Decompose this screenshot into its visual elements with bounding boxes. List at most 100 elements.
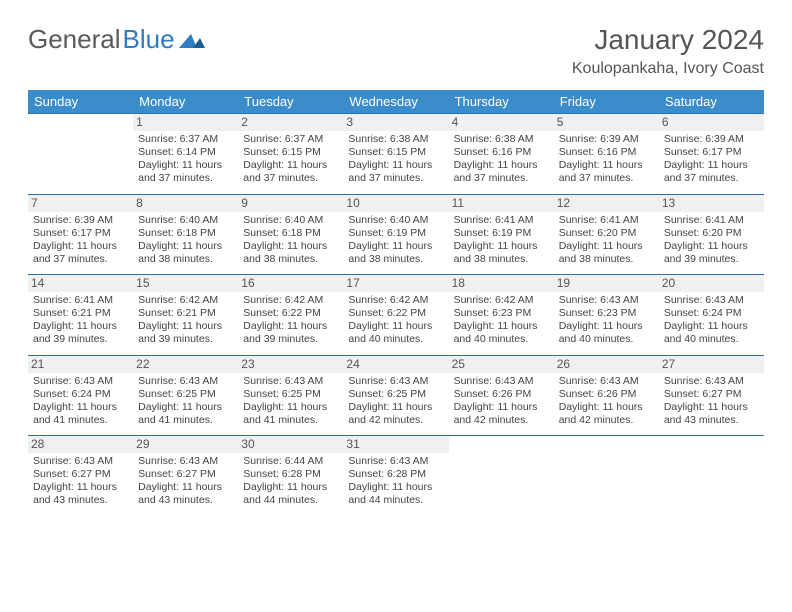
day-info: Sunrise: 6:43 AMSunset: 6:27 PMDaylight:…: [32, 455, 129, 508]
calendar-cell: 27Sunrise: 6:43 AMSunset: 6:27 PMDayligh…: [659, 355, 764, 436]
calendar-cell: [554, 436, 659, 516]
daylight-line: Daylight: 11 hours and 42 minutes.: [559, 401, 654, 427]
calendar-cell: 26Sunrise: 6:43 AMSunset: 6:26 PMDayligh…: [554, 355, 659, 436]
sunrise-line: Sunrise: 6:37 AM: [138, 133, 233, 146]
day-number: 13: [659, 195, 764, 212]
daylight-line: Daylight: 11 hours and 40 minutes.: [559, 320, 654, 346]
sunset-line: Sunset: 6:26 PM: [454, 388, 549, 401]
sunrise-line: Sunrise: 6:41 AM: [559, 214, 654, 227]
daylight-line: Daylight: 11 hours and 39 minutes.: [138, 320, 233, 346]
sunrise-line: Sunrise: 6:41 AM: [454, 214, 549, 227]
calendar-cell: 20 Sunrise: 6:43 AMSunset: 6:24 PMDayligh…: [659, 275, 764, 356]
sunset-line: Sunset: 6:24 PM: [664, 307, 759, 320]
calendar-cell: 25Sunrise: 6:43 AMSunset: 6:26 PMDayligh…: [449, 355, 554, 436]
calendar-cell: 16Sunrise: 6:42 AMSunset: 6:22 PMDayligh…: [238, 275, 343, 356]
day-number: 3: [343, 114, 448, 131]
day-number: 22: [133, 356, 238, 373]
sunset-line: Sunset: 6:23 PM: [559, 307, 654, 320]
day-info: Sunrise: 6:44 AMSunset: 6:28 PMDaylight:…: [242, 455, 339, 508]
daylight-line: Daylight: 11 hours and 38 minutes.: [454, 240, 549, 266]
day-info: Sunrise: 6:39 AMSunset: 6:17 PMDaylight:…: [663, 133, 760, 186]
sunset-line: Sunset: 6:21 PM: [138, 307, 233, 320]
daylight-line: Daylight: 11 hours and 38 minutes.: [559, 240, 654, 266]
location: Koulopankaha, Ivory Coast: [572, 60, 764, 78]
day-number: 14: [28, 275, 133, 292]
calendar-cell: 12 Sunrise: 6:41 AMSunset: 6:20 PMDayligh…: [554, 194, 659, 275]
day-info: Sunrise: 6:42 AMSunset: 6:22 PMDaylight:…: [242, 294, 339, 347]
sunset-line: Sunset: 6:21 PM: [33, 307, 128, 320]
calendar-cell: 7Sunrise: 6:39 AMSunset: 6:17 PMDaylight…: [28, 194, 133, 275]
day-info: Sunrise: 6:40 AMSunset: 6:19 PMDaylight:…: [347, 214, 444, 267]
day-number: 20: [659, 275, 764, 292]
day-number: 18: [449, 275, 554, 292]
calendar-cell: 15Sunrise: 6:42 AMSunset: 6:21 PMDayligh…: [133, 275, 238, 356]
sunrise-line: Sunrise: 6:43 AM: [664, 375, 759, 388]
sunrise-line: Sunrise: 6:43 AM: [138, 375, 233, 388]
sunrise-line: Sunrise: 6:40 AM: [243, 214, 338, 227]
day-info: Sunrise: 6:41 AMSunset: 6:21 PMDaylight:…: [32, 294, 129, 347]
sunset-line: Sunset: 6:20 PM: [664, 227, 759, 240]
sunset-line: Sunset: 6:27 PM: [138, 468, 233, 481]
daylight-line: Daylight: 11 hours and 37 minutes.: [559, 159, 654, 185]
sunset-line: Sunset: 6:28 PM: [348, 468, 443, 481]
day-info: Sunrise: 6:43 AMSunset: 6:25 PMDaylight:…: [347, 375, 444, 428]
day-number: 11: [449, 195, 554, 212]
calendar-cell: 5 Sunrise: 6:39 AMSunset: 6:16 PMDaylight…: [554, 114, 659, 195]
calendar-cell: 14 Sunrise: 6:41 AMSunset: 6:21 PMDayligh…: [28, 275, 133, 356]
calendar-cell: 18Sunrise: 6:42 AMSunset: 6:23 PMDayligh…: [449, 275, 554, 356]
sunrise-line: Sunrise: 6:40 AM: [348, 214, 443, 227]
calendar-cell: 2Sunrise: 6:37 AMSunset: 6:15 PMDaylight…: [238, 114, 343, 195]
sunrise-line: Sunrise: 6:41 AM: [33, 294, 128, 307]
daylight-line: Daylight: 11 hours and 40 minutes.: [348, 320, 443, 346]
daylight-line: Daylight: 11 hours and 42 minutes.: [348, 401, 443, 427]
day-info: Sunrise: 6:43 AMSunset: 6:24 PMDaylight:…: [32, 375, 129, 428]
day-number: 30: [238, 436, 343, 453]
calendar-cell: 30 Sunrise: 6:44 AMSunset: 6:28 PMDayligh…: [238, 436, 343, 516]
calendar-cell: [28, 114, 133, 195]
day-number: 5: [554, 114, 659, 131]
daylight-line: Daylight: 11 hours and 41 minutes.: [33, 401, 128, 427]
daylight-line: Daylight: 11 hours and 37 minutes.: [454, 159, 549, 185]
sunset-line: Sunset: 6:27 PM: [664, 388, 759, 401]
day-number: 31: [343, 436, 448, 453]
daylight-line: Daylight: 11 hours and 37 minutes.: [664, 159, 759, 185]
calendar-week-row: 1Sunrise: 6:37 AMSunset: 6:14 PMDaylight…: [28, 114, 764, 195]
sunrise-line: Sunrise: 6:38 AM: [348, 133, 443, 146]
sunrise-line: Sunrise: 6:43 AM: [138, 455, 233, 468]
calendar-week-row: 7Sunrise: 6:39 AMSunset: 6:17 PMDaylight…: [28, 194, 764, 275]
sunset-line: Sunset: 6:18 PM: [243, 227, 338, 240]
day-number: 12: [554, 195, 659, 212]
sunset-line: Sunset: 6:25 PM: [138, 388, 233, 401]
calendar-cell: [659, 436, 764, 516]
logo-icon: [179, 30, 205, 50]
sunset-line: Sunset: 6:25 PM: [348, 388, 443, 401]
day-number: 21: [28, 356, 133, 373]
calendar-cell: 4Sunrise: 6:38 AMSunset: 6:16 PMDaylight…: [449, 114, 554, 195]
daylight-line: Daylight: 11 hours and 42 minutes.: [454, 401, 549, 427]
day-info: Sunrise: 6:43 AMSunset: 6:25 PMDaylight:…: [242, 375, 339, 428]
day-info: Sunrise: 6:43 AMSunset: 6:27 PMDaylight:…: [137, 455, 234, 508]
day-header: Tuesday: [238, 90, 343, 114]
sunset-line: Sunset: 6:22 PM: [243, 307, 338, 320]
day-number: 2: [238, 114, 343, 131]
sunset-line: Sunset: 6:22 PM: [348, 307, 443, 320]
logo: GeneralBlue: [28, 24, 205, 55]
sunset-line: Sunset: 6:20 PM: [559, 227, 654, 240]
day-info: Sunrise: 6:43 AMSunset: 6:24 PMDaylight:…: [663, 294, 760, 347]
sunrise-line: Sunrise: 6:43 AM: [559, 375, 654, 388]
day-info: Sunrise: 6:41 AMSunset: 6:20 PMDaylight:…: [663, 214, 760, 267]
calendar-cell: 6Sunrise: 6:39 AMSunset: 6:17 PMDaylight…: [659, 114, 764, 195]
day-info: Sunrise: 6:42 AMSunset: 6:22 PMDaylight:…: [347, 294, 444, 347]
daylight-line: Daylight: 11 hours and 38 minutes.: [243, 240, 338, 266]
sunrise-line: Sunrise: 6:40 AM: [138, 214, 233, 227]
calendar-cell: 24Sunrise: 6:43 AMSunset: 6:25 PMDayligh…: [343, 355, 448, 436]
calendar-cell: 29 Sunrise: 6:43 AMSunset: 6:27 PMDayligh…: [133, 436, 238, 516]
day-number: 27: [659, 356, 764, 373]
sunset-line: Sunset: 6:15 PM: [348, 146, 443, 159]
day-number: 29: [133, 436, 238, 453]
day-info: Sunrise: 6:42 AMSunset: 6:21 PMDaylight:…: [137, 294, 234, 347]
day-number: 9: [238, 195, 343, 212]
day-info: Sunrise: 6:39 AMSunset: 6:16 PMDaylight:…: [558, 133, 655, 186]
calendar-table: SundayMondayTuesdayWednesdayThursdayFrid…: [28, 90, 764, 516]
sunset-line: Sunset: 6:19 PM: [348, 227, 443, 240]
